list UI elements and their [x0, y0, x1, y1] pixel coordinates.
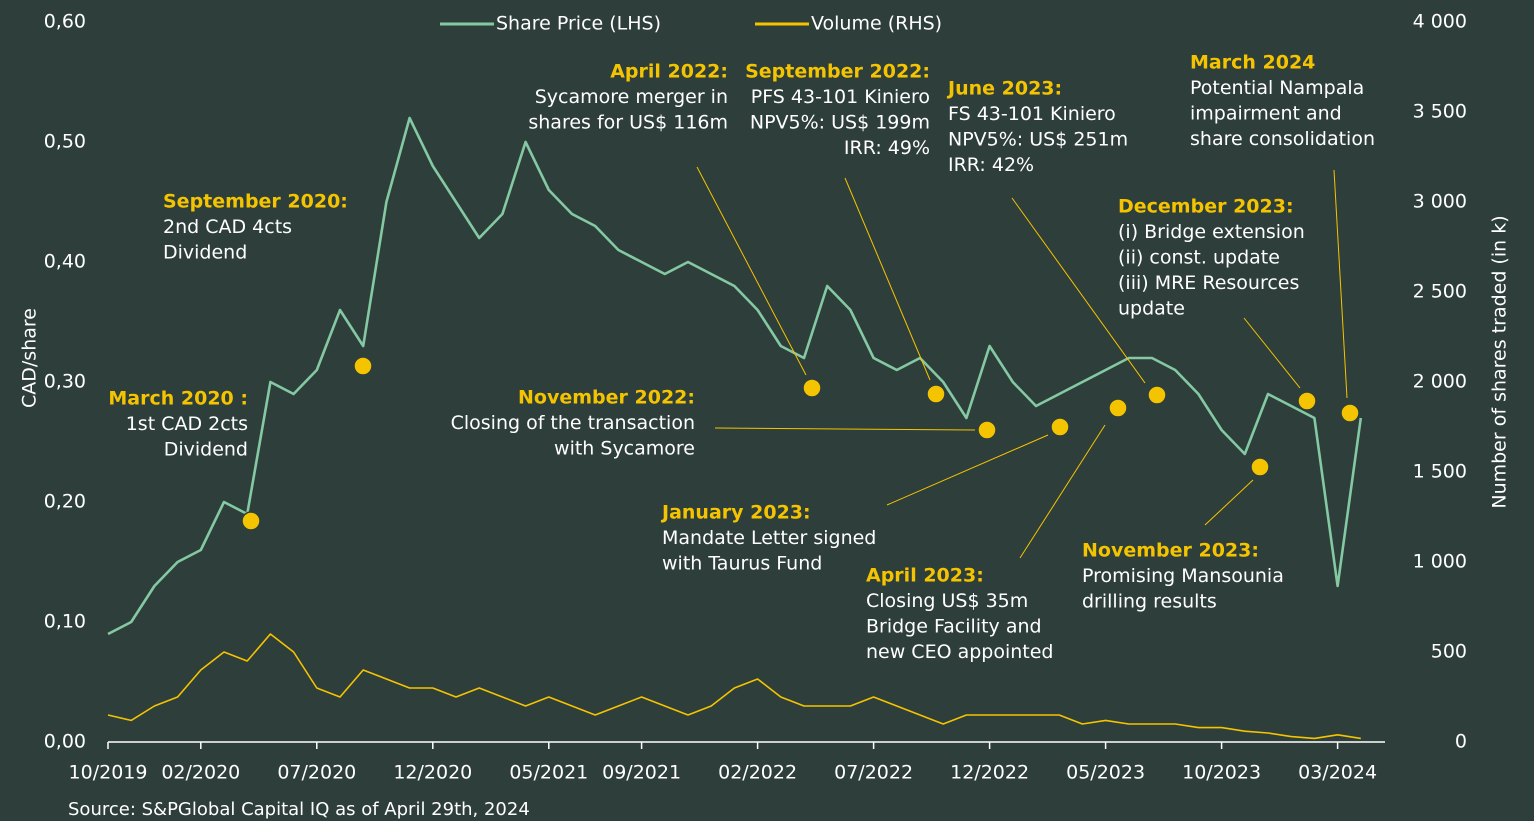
annotation-text: PFS 43-101 Kiniero — [751, 86, 930, 108]
x-tick-label: 10/2019 — [69, 762, 148, 784]
y2-tick-label: 4 000 — [1413, 11, 1467, 33]
annotation-text: NPV5%: US$ 199m — [750, 112, 930, 134]
event-dot — [1108, 398, 1128, 418]
annotation-text: (i) Bridge extension — [1118, 221, 1305, 243]
annotation-text: (ii) const. update — [1118, 247, 1280, 269]
y2-tick-label: 1 000 — [1413, 551, 1467, 573]
price-line — [107, 116, 1363, 636]
event-dot — [1340, 403, 1360, 423]
y-tick-label: 0,50 — [44, 131, 86, 153]
annotation-text: Closing US$ 35m — [866, 590, 1028, 612]
event-dot — [1297, 391, 1317, 411]
x-tick-label: 10/2023 — [1182, 762, 1261, 784]
annotation-text: with Taurus Fund — [662, 553, 822, 575]
y2-tick-label: 2 000 — [1413, 371, 1467, 393]
x-tick-label: 07/2020 — [277, 762, 356, 784]
event-dot — [1050, 417, 1070, 437]
y-axis-title: CAD/share — [19, 308, 41, 408]
y2-tick-label: 2 500 — [1413, 281, 1467, 303]
y2-tick-label: 3 000 — [1413, 191, 1467, 213]
y-tick-label: 0,60 — [44, 11, 86, 33]
annotation-text: shares for US$ 116m — [528, 112, 728, 134]
annotation-text: new CEO appointed — [866, 641, 1054, 663]
annotation-text: update — [1118, 298, 1185, 320]
annotation-title: January 2023: — [660, 502, 811, 524]
y-tick-label: 0,40 — [44, 251, 86, 273]
y2-axis-title: Number of shares traded (in k) — [1489, 215, 1511, 508]
annotation-title: November 2023: — [1082, 540, 1259, 562]
annotation-text: IRR: 49% — [844, 137, 930, 159]
leader-line — [844, 177, 931, 381]
event-dot — [1147, 385, 1167, 405]
leader-line — [1011, 197, 1146, 384]
event-dot — [353, 356, 373, 376]
leader-line — [714, 427, 976, 431]
annotation-text: Promising Mansounia — [1082, 565, 1284, 587]
annotation-text: 2nd CAD 4cts — [163, 216, 292, 238]
annotation-text: FS 43-101 Kiniero — [948, 103, 1116, 125]
x-tick-label: 05/2023 — [1066, 762, 1145, 784]
annotation-text: IRR: 42% — [948, 154, 1034, 176]
y-tick-label: 0,00 — [44, 731, 86, 753]
annotation-text: Potential Nampala — [1190, 77, 1364, 99]
annotation-title: April 2022: — [610, 61, 728, 83]
y-tick-label: 0,10 — [44, 611, 86, 633]
annotation-title: March 2024 — [1190, 52, 1315, 74]
annotation-title: November 2022: — [518, 387, 695, 409]
y2-tick-label: 0 — [1455, 731, 1467, 753]
annotation-title: June 2023: — [946, 78, 1062, 100]
annotation-text: with Sycamore — [554, 438, 695, 460]
annotation-title: March 2020 : — [108, 388, 248, 410]
annotation-text: Sycamore merger in — [535, 86, 728, 108]
annotation-text: share consolidation — [1190, 128, 1375, 150]
annotation-text: Closing of the transaction — [451, 412, 695, 434]
annotation-text: Bridge Facility and — [866, 616, 1042, 638]
annotation-text: drilling results — [1082, 591, 1217, 613]
annotation-text: Dividend — [164, 439, 248, 461]
annotation-text: (iii) MRE Resources — [1118, 272, 1299, 294]
x-tick-label: 03/2024 — [1298, 762, 1377, 784]
volume-line — [107, 633, 1361, 740]
x-tick-label: 02/2020 — [161, 762, 240, 784]
leader-line — [1204, 479, 1254, 526]
annotation-text: Dividend — [163, 242, 247, 264]
x-tick-label: 12/2020 — [393, 762, 472, 784]
annotation-title: December 2023: — [1118, 196, 1294, 218]
legend-label: Share Price (LHS) — [496, 13, 661, 35]
y-tick-label: 0,30 — [44, 371, 86, 393]
annotation-text: Mandate Letter signed — [662, 527, 876, 549]
leader-line — [1243, 317, 1301, 389]
y2-tick-label: 1 500 — [1413, 461, 1467, 483]
event-dot — [1250, 457, 1270, 477]
annotation-title: April 2023: — [866, 565, 984, 587]
x-tick-label: 12/2022 — [950, 762, 1029, 784]
x-tick-label: 09/2021 — [602, 762, 681, 784]
y-tick-label: 0,20 — [44, 491, 86, 513]
y2-tick-label: 3 500 — [1413, 101, 1467, 123]
x-tick-label: 02/2022 — [718, 762, 797, 784]
leader-line — [1333, 169, 1348, 399]
event-dot — [802, 378, 822, 398]
x-tick-label: 05/2021 — [509, 762, 588, 784]
annotation-title: September 2022: — [745, 61, 930, 83]
leader-line — [696, 166, 807, 376]
y2-tick-label: 500 — [1431, 641, 1467, 663]
annotation-text: NPV5%: US$ 251m — [948, 129, 1128, 151]
annotation-text: 1st CAD 2cts — [126, 413, 248, 435]
event-dot — [977, 420, 997, 440]
leader-line — [1019, 424, 1106, 559]
x-tick-label: 07/2022 — [834, 762, 913, 784]
event-dot — [241, 511, 261, 531]
source: Source: S&PGlobal Capital IQ as of April… — [68, 799, 530, 820]
annotation-title: September 2020: — [163, 191, 348, 213]
event-dot — [926, 384, 946, 404]
legend-label: Volume (RHS) — [811, 13, 942, 35]
annotation-text: impairment and — [1190, 103, 1342, 125]
leader-line — [886, 434, 1049, 506]
